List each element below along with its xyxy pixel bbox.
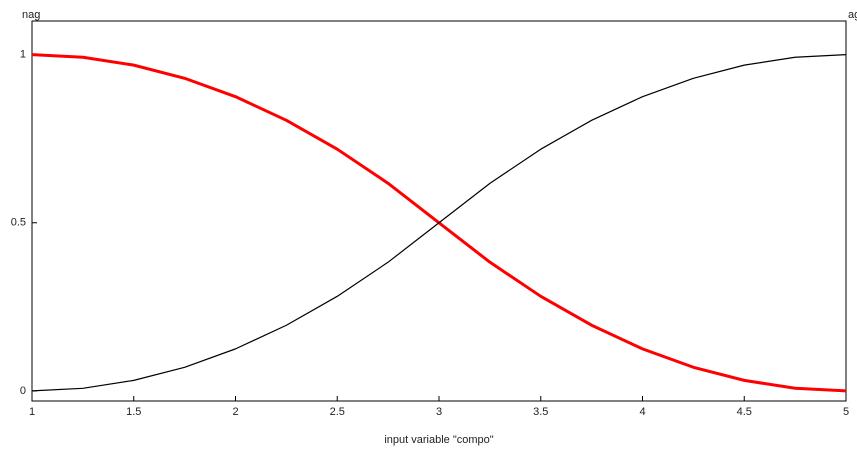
x-tick-label: 4.5 <box>737 406 752 418</box>
x-tick-label: 1.5 <box>126 406 141 418</box>
legend-label: ag <box>848 9 857 21</box>
x-tick-label: 4 <box>639 406 645 418</box>
x-tick-label: 5 <box>843 406 849 418</box>
y-tick-label: 0.5 <box>11 217 26 229</box>
series-line <box>31 54 847 392</box>
y-tick-label: 1 <box>20 49 26 61</box>
x-tick-label: 2.5 <box>330 406 345 418</box>
x-tick-label: 3.5 <box>533 406 548 418</box>
y-tick-label: 0 <box>20 385 26 397</box>
x-tick-label: 2 <box>232 406 238 418</box>
x-tick-label: 1 <box>29 406 35 418</box>
x-axis-label: input variable "compo" <box>384 434 493 446</box>
x-tick-label: 3 <box>436 406 442 418</box>
legend-label: nag <box>22 9 40 21</box>
plot-frame <box>31 20 847 402</box>
